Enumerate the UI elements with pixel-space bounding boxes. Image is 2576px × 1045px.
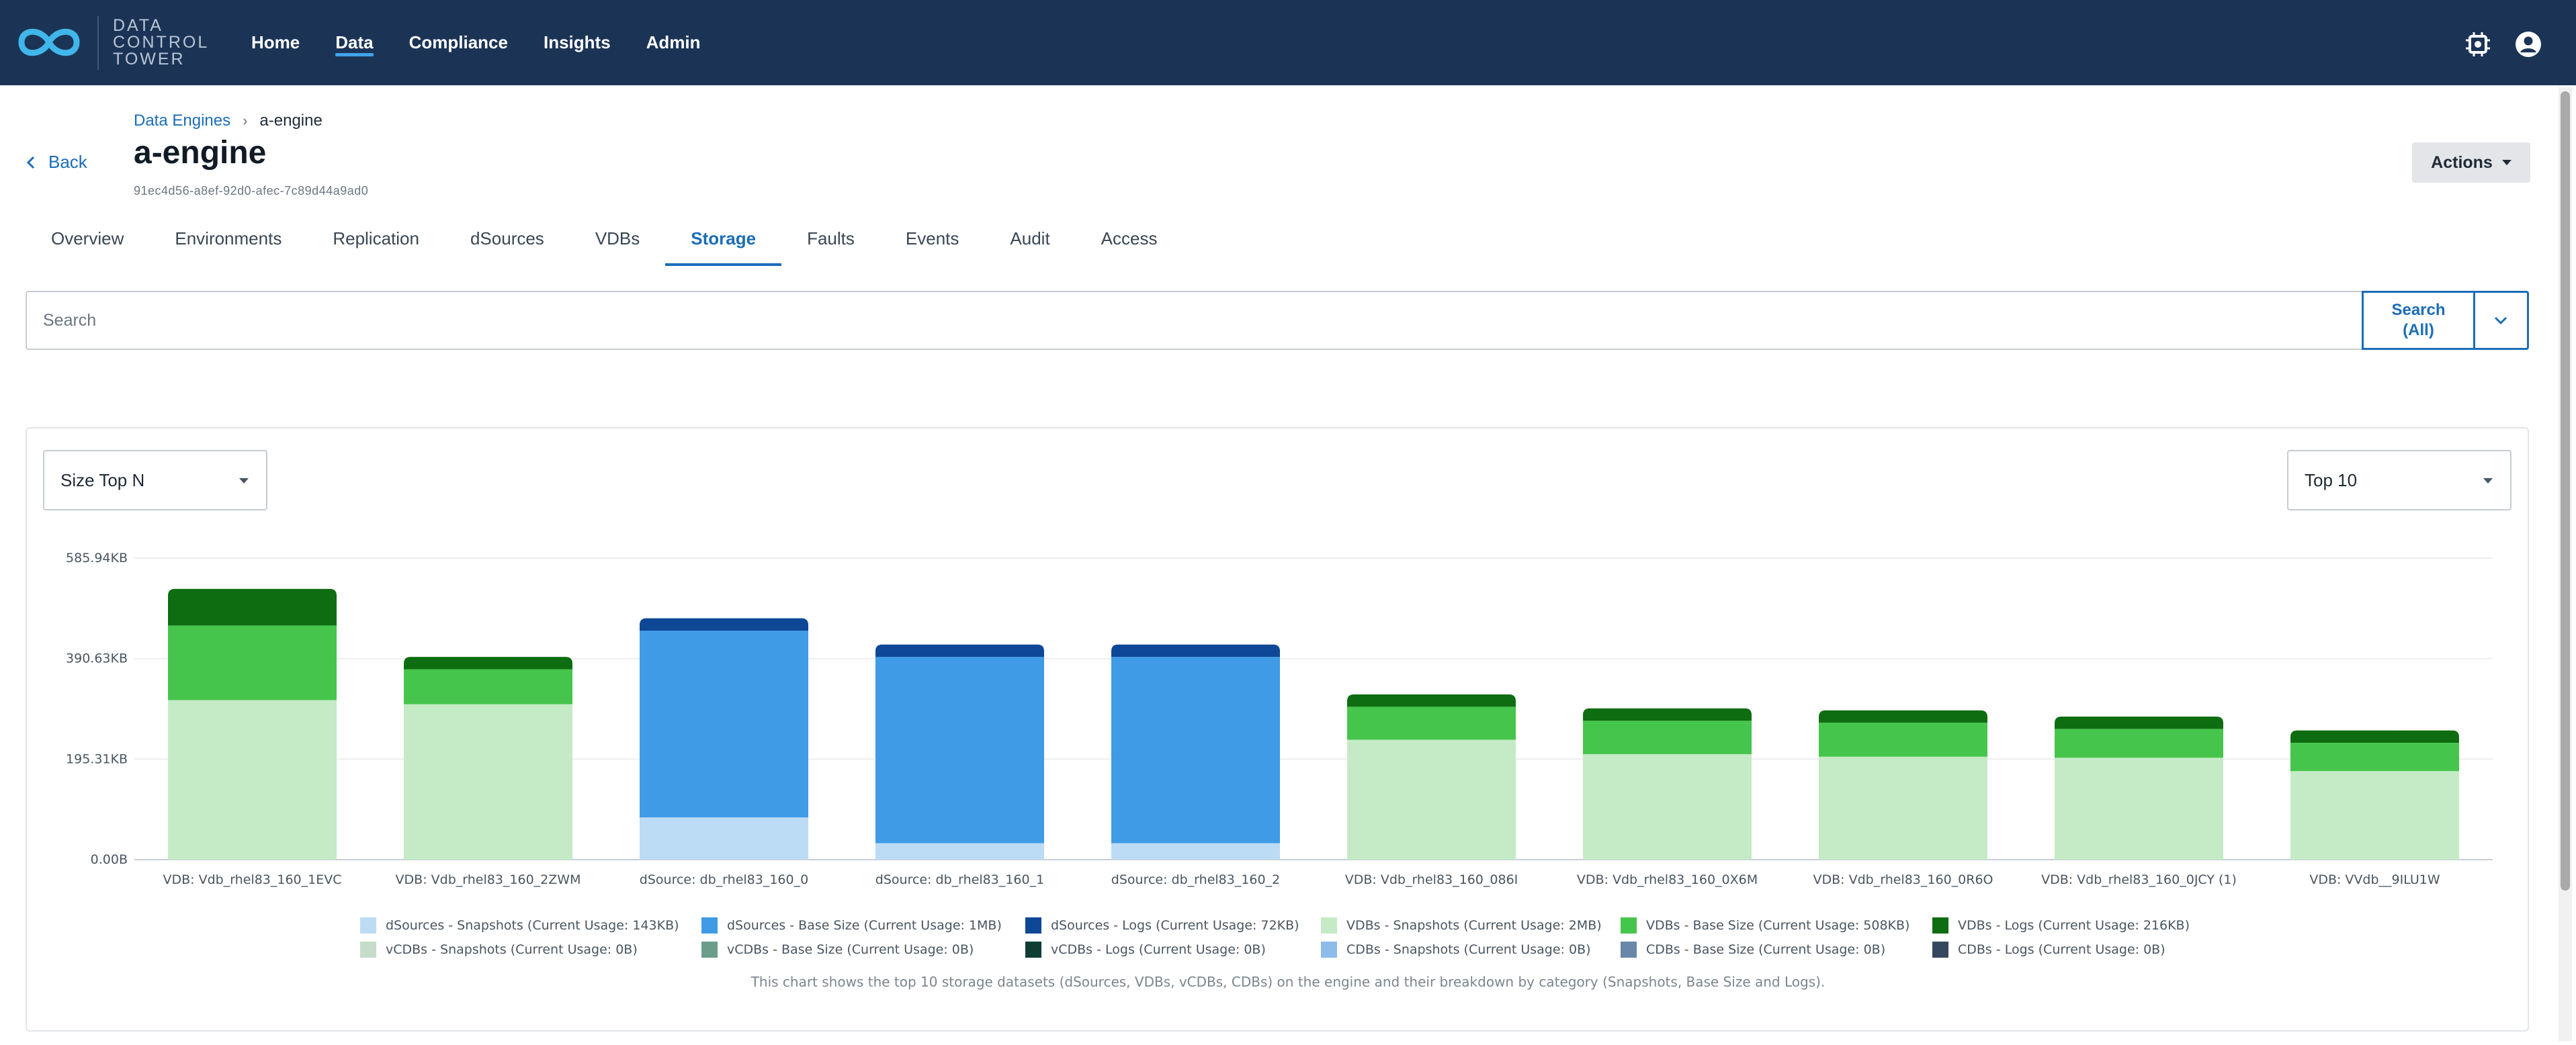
search-button-label: Search (All) <box>2391 300 2445 340</box>
legend-item[interactable]: VDBs - Snapshots (Current Usage: 2MB) <box>1321 917 1621 934</box>
size-metric-value: Size Top N <box>60 469 145 490</box>
legend-item[interactable]: VDBs - Logs (Current Usage: 216KB) <box>1932 917 2241 934</box>
legend-item[interactable]: CDBs - Snapshots (Current Usage: 0B) <box>1321 942 1621 958</box>
breadcrumb-current: a-engine <box>259 111 323 130</box>
page-title: a-engine <box>134 135 267 171</box>
brand-line: DATA <box>113 16 163 35</box>
legend-label: vCDBs - Snapshots (Current Usage: 0B) <box>386 942 638 957</box>
nav-item-insights[interactable]: Insights <box>543 32 611 52</box>
search-scope-dropdown[interactable] <box>2473 291 2529 350</box>
legend-label: vCDBs - Base Size (Current Usage: 0B) <box>727 942 974 957</box>
legend-item[interactable]: dSources - Base Size (Current Usage: 1MB… <box>701 917 1025 934</box>
chart-caption: This chart shows the top 10 storage data… <box>750 974 1826 990</box>
brand-line: CONTROL <box>113 33 210 52</box>
legend-item[interactable]: dSources - Snapshots (Current Usage: 143… <box>360 917 701 934</box>
legend-swatch <box>701 917 718 934</box>
legend-label: dSources - Snapshots (Current Usage: 143… <box>386 918 679 933</box>
legend-label: VDBs - Logs (Current Usage: 216KB) <box>1958 918 2190 933</box>
legend-item[interactable]: CDBs - Base Size (Current Usage: 0B) <box>1621 942 1932 958</box>
chevron-left-icon <box>26 156 35 169</box>
legend-row: vCDBs - Snapshots (Current Usage: 0B) vCD… <box>360 938 2241 962</box>
legend-swatch <box>1621 917 1637 934</box>
nav-item-data[interactable]: Data <box>335 32 374 56</box>
legend-swatch <box>1025 942 1041 958</box>
back-button[interactable]: Back <box>26 152 87 173</box>
legend-item[interactable]: VDBs - Base Size (Current Usage: 508KB) <box>1621 917 1932 934</box>
legend-label: dSources - Base Size (Current Usage: 1MB… <box>727 918 1002 933</box>
breadcrumb-data-engines[interactable]: Data Engines <box>134 111 231 130</box>
legend-swatch <box>1932 917 1948 934</box>
top-navigation-bar: DATA CONTROL TOWER Home Data Compliance … <box>0 0 2576 85</box>
legend-item[interactable]: vCDBs - Base Size (Current Usage: 0B) <box>701 942 1025 958</box>
tab-audit[interactable]: Audit <box>1010 228 1050 248</box>
back-label: Back <box>48 152 87 172</box>
chevron-down-icon <box>2494 316 2507 325</box>
chevron-right-icon: › <box>243 112 248 129</box>
search-button-line: (All) <box>2403 321 2434 339</box>
account-circle-icon[interactable] <box>2514 30 2542 58</box>
legend-swatch <box>1321 942 1337 958</box>
actions-button[interactable]: Actions <box>2412 142 2530 183</box>
tab-vdbs[interactable]: VDBs <box>595 228 640 248</box>
engine-tabs: Overview Environments Replication dSourc… <box>26 222 1183 266</box>
breadcrumb: Data Engines › a-engine <box>134 111 323 130</box>
legend-swatch <box>360 942 376 958</box>
page-scrollbar[interactable] <box>2559 87 2572 1041</box>
caret-down-icon <box>2501 160 2511 165</box>
delphix-logo-icon[interactable] <box>15 19 83 66</box>
tab-dsources[interactable]: dSources <box>470 228 544 248</box>
actions-label: Actions <box>2431 152 2493 172</box>
tab-access[interactable]: Access <box>1101 228 1158 248</box>
legend-item[interactable]: vCDBs - Logs (Current Usage: 0B) <box>1025 942 1321 958</box>
legend-label: CDBs - Snapshots (Current Usage: 0B) <box>1346 942 1591 957</box>
tab-events[interactable]: Events <box>905 228 959 248</box>
size-metric-select[interactable]: Size Top N <box>43 450 267 510</box>
scrollbar-thumb[interactable] <box>2561 91 2570 891</box>
legend-item[interactable]: vCDBs - Snapshots (Current Usage: 0B) <box>360 942 701 958</box>
search-button-line: Search <box>2391 301 2446 319</box>
chip-settings-icon[interactable] <box>2464 30 2492 58</box>
engine-id: 91ec4d56-a8ef-92d0-afec-7c89d44a9ad0 <box>134 184 369 197</box>
legend-swatch <box>701 942 718 958</box>
tab-faults[interactable]: Faults <box>807 228 855 248</box>
caret-down-icon <box>239 478 249 484</box>
legend-label: CDBs - Logs (Current Usage: 0B) <box>1958 942 2165 957</box>
tab-overview[interactable]: Overview <box>51 228 124 248</box>
search-input[interactable]: Search <box>26 291 2362 350</box>
legend-label: VDBs - Snapshots (Current Usage: 2MB) <box>1346 918 1602 933</box>
nav-item-admin[interactable]: Admin <box>646 32 701 52</box>
legend-swatch <box>360 917 376 934</box>
search-placeholder: Search <box>43 310 97 330</box>
top-n-value: Top 10 <box>2305 469 2358 490</box>
legend-label: CDBs - Base Size (Current Usage: 0B) <box>1646 942 1886 957</box>
nav-item-home[interactable]: Home <box>251 32 300 52</box>
legend-swatch <box>1932 942 1948 958</box>
brand-divider <box>97 16 99 70</box>
brand-name: DATA CONTROL TOWER <box>113 17 209 68</box>
legend-label: vCDBs - Logs (Current Usage: 0B) <box>1051 942 1266 957</box>
tab-replication[interactable]: Replication <box>333 228 419 248</box>
search-button[interactable]: Search (All) <box>2362 291 2475 350</box>
caret-down-icon <box>2483 478 2493 484</box>
legend-swatch <box>1621 942 1637 958</box>
top-n-select[interactable]: Top 10 <box>2287 450 2511 510</box>
legend-row: dSources - Snapshots (Current Usage: 143… <box>360 913 2241 938</box>
tab-environments[interactable]: Environments <box>175 228 282 248</box>
main-nav: Home Data Compliance Insights Admin <box>251 32 736 56</box>
brand-line: TOWER <box>113 50 185 69</box>
nav-item-compliance[interactable]: Compliance <box>409 32 508 52</box>
legend-item[interactable]: CDBs - Logs (Current Usage: 0B) <box>1932 942 2241 958</box>
chart-legend: dSources - Snapshots (Current Usage: 143… <box>360 913 2241 962</box>
legend-swatch <box>1321 917 1337 934</box>
legend-item[interactable]: dSources - Logs (Current Usage: 72KB) <box>1025 917 1321 934</box>
legend-label: dSources - Logs (Current Usage: 72KB) <box>1051 918 1299 933</box>
legend-label: VDBs - Base Size (Current Usage: 508KB) <box>1646 918 1910 933</box>
legend-swatch <box>1025 917 1041 934</box>
tab-storage[interactable]: Storage <box>665 222 781 266</box>
